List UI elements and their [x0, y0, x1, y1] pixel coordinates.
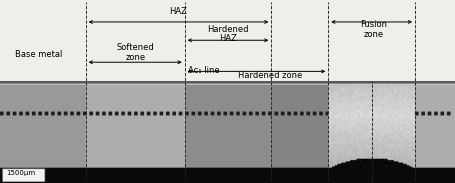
Text: Hardened
HAZ: Hardened HAZ: [207, 25, 248, 43]
Text: Fusion
zone: Fusion zone: [359, 20, 387, 39]
Text: Softened
zone: Softened zone: [116, 43, 154, 61]
Text: Hardened zone: Hardened zone: [238, 71, 302, 81]
Text: Ac₁ line: Ac₁ line: [187, 66, 219, 75]
Text: Base metal: Base metal: [15, 50, 62, 59]
Text: HAZ: HAZ: [169, 7, 187, 16]
Text: 1500μm: 1500μm: [6, 170, 35, 176]
